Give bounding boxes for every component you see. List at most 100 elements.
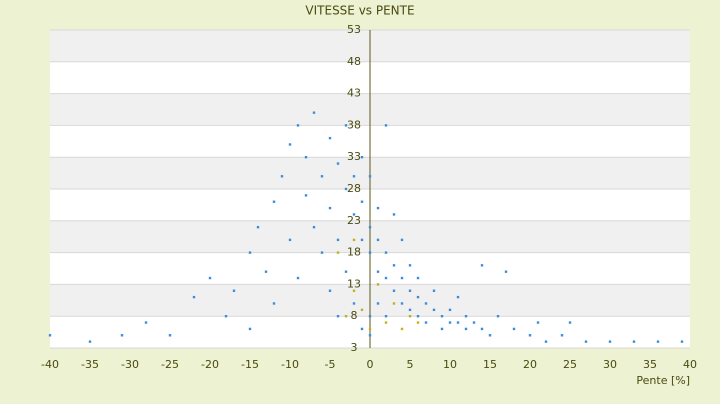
- x-tick-label: -20: [201, 358, 219, 371]
- point: [416, 321, 420, 324]
- point: [360, 200, 364, 203]
- point: [376, 238, 380, 242]
- point: [376, 283, 380, 286]
- point: [536, 321, 540, 324]
- point: [352, 175, 356, 178]
- point: [368, 225, 372, 229]
- point: [384, 124, 388, 127]
- point: [328, 136, 332, 140]
- x-tick-label: 5: [407, 358, 414, 371]
- point: [312, 225, 316, 229]
- point: [408, 289, 412, 292]
- point: [424, 302, 428, 305]
- point: [360, 308, 364, 312]
- point: [480, 327, 484, 331]
- point: [392, 302, 396, 305]
- point: [368, 315, 372, 318]
- x-tick-label: 15: [483, 358, 497, 371]
- point: [232, 289, 236, 292]
- x-tick-label: -40: [41, 358, 59, 371]
- point: [512, 327, 516, 331]
- point: [432, 308, 436, 312]
- point: [304, 194, 308, 197]
- point: [472, 321, 476, 324]
- point: [448, 321, 452, 324]
- point: [384, 276, 388, 280]
- y-tick-label: 8: [351, 309, 358, 322]
- point: [416, 276, 420, 280]
- chart-title: VITESSE vs PENTE: [305, 4, 414, 18]
- point: [360, 156, 364, 159]
- y-tick-label: 18: [347, 246, 361, 259]
- point: [296, 276, 300, 280]
- x-tick-label: -35: [81, 358, 99, 371]
- point: [416, 315, 420, 318]
- point: [360, 327, 364, 331]
- point: [120, 334, 124, 337]
- point: [336, 251, 340, 254]
- x-tick-label: 0: [367, 358, 374, 371]
- point: [400, 302, 404, 305]
- y-tick-label: 13: [347, 277, 361, 290]
- point: [408, 308, 412, 312]
- point: [544, 340, 548, 343]
- point: [424, 321, 428, 324]
- point: [360, 238, 364, 242]
- point: [48, 334, 52, 337]
- y-tick-label: 53: [347, 23, 361, 36]
- point: [456, 321, 460, 324]
- point: [440, 327, 444, 331]
- point: [560, 334, 564, 337]
- point: [336, 315, 340, 318]
- point: [352, 238, 356, 242]
- point: [384, 321, 388, 324]
- point: [568, 321, 572, 324]
- point: [432, 289, 436, 292]
- point: [344, 124, 348, 127]
- point: [272, 302, 276, 305]
- x-tick-label: 20: [523, 358, 537, 371]
- point: [504, 270, 508, 273]
- y-tick-label: 28: [347, 182, 361, 195]
- point: [488, 334, 492, 337]
- x-tick-label: -10: [281, 358, 299, 371]
- point: [352, 302, 356, 305]
- point: [344, 315, 348, 318]
- point: [400, 276, 404, 280]
- x-tick-label: -5: [325, 358, 336, 371]
- point: [384, 315, 388, 318]
- point: [280, 175, 284, 178]
- x-tick-label: -15: [241, 358, 259, 371]
- point: [336, 162, 340, 165]
- x-tick-label: -30: [121, 358, 139, 371]
- point: [368, 251, 372, 254]
- point: [456, 295, 460, 299]
- point: [328, 289, 332, 292]
- point: [368, 327, 372, 331]
- point: [168, 334, 172, 337]
- x-tick-label: 40: [683, 358, 697, 371]
- y-tick-label: 38: [347, 118, 361, 131]
- y-tick-label: 43: [347, 87, 361, 100]
- point: [224, 315, 228, 318]
- point: [440, 315, 444, 318]
- point: [448, 308, 452, 312]
- point: [288, 143, 292, 146]
- point: [248, 251, 252, 254]
- x-tick-label: 25: [563, 358, 577, 371]
- point: [416, 295, 420, 299]
- point: [464, 327, 468, 331]
- y-tick-label: 33: [347, 150, 361, 163]
- point: [384, 251, 388, 254]
- point: [256, 225, 260, 229]
- point: [352, 289, 356, 292]
- point: [392, 264, 396, 267]
- point: [376, 270, 380, 273]
- point: [376, 302, 380, 305]
- point: [528, 334, 532, 337]
- point: [288, 238, 292, 242]
- point: [392, 213, 396, 216]
- point: [408, 315, 412, 318]
- point: [208, 276, 212, 280]
